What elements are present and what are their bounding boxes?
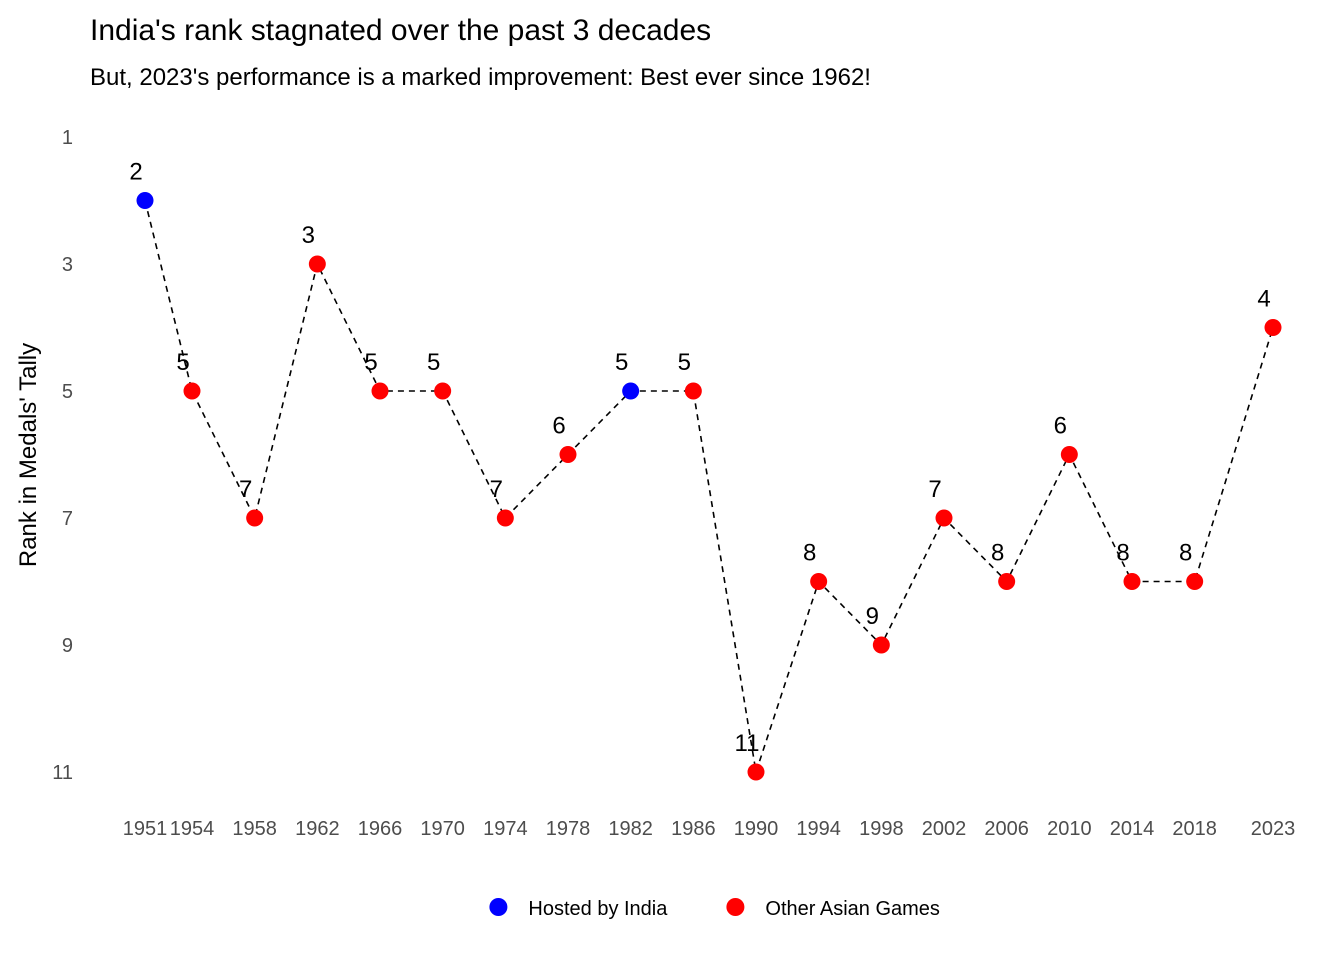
x-tick-label: 1982 xyxy=(608,818,653,840)
x-tick-label: 1954 xyxy=(170,818,215,840)
data-point xyxy=(872,636,890,654)
data-label: 6 xyxy=(1054,413,1067,440)
data-points xyxy=(136,192,1282,781)
data-label: 3 xyxy=(302,222,315,249)
data-point xyxy=(371,382,389,400)
chart-subtitle: But, 2023's performance is a marked impr… xyxy=(90,64,871,91)
x-tick-label: 1994 xyxy=(796,818,841,840)
x-tick-label: 2006 xyxy=(984,818,1029,840)
data-point xyxy=(246,509,264,527)
data-label: 7 xyxy=(239,476,252,503)
data-point xyxy=(810,573,828,590)
y-axis-label: Rank in Medals' Tally xyxy=(15,343,42,567)
legend: Hosted by India Other Asian Games xyxy=(489,898,940,920)
data-label: 5 xyxy=(678,349,691,376)
data-label: 5 xyxy=(176,349,189,376)
x-tick-label: 2014 xyxy=(1110,818,1155,840)
x-tick-label: 1990 xyxy=(734,818,779,840)
legend-label: Hosted by India xyxy=(528,898,668,920)
data-point xyxy=(935,509,953,527)
x-tick-label: 2018 xyxy=(1172,818,1217,840)
y-tick-label: 3 xyxy=(62,254,73,276)
chart-title: India's rank stagnated over the past 3 d… xyxy=(90,14,711,47)
data-label: 8 xyxy=(1116,540,1129,567)
data-label: 8 xyxy=(1179,540,1192,567)
data-label: 2 xyxy=(129,159,142,186)
x-tick-label: 1978 xyxy=(546,818,591,840)
x-tick-label: 2002 xyxy=(922,818,967,840)
data-point xyxy=(1264,319,1282,336)
data-point xyxy=(496,509,514,527)
x-tick-label: 1966 xyxy=(358,818,403,840)
y-tick-label: 11 xyxy=(52,762,73,784)
rank-line xyxy=(144,200,1274,773)
data-label: 7 xyxy=(928,476,941,503)
x-tick-label: 1958 xyxy=(232,818,277,840)
legend-swatch xyxy=(726,898,745,916)
data-label: 8 xyxy=(991,540,1004,567)
x-axis-ticks: 1951 1954 1958 1962 1966 1970 1974 1978 1982 1986… xyxy=(123,818,1296,840)
data-point xyxy=(136,192,154,209)
data-label: 11 xyxy=(735,730,760,757)
data-label: 9 xyxy=(866,603,879,630)
data-point xyxy=(183,382,201,400)
data-point xyxy=(308,255,326,273)
series-line xyxy=(144,200,1274,773)
x-tick-label: 2023 xyxy=(1251,818,1296,840)
data-point xyxy=(998,573,1016,590)
data-point xyxy=(1186,573,1204,590)
legend-swatch xyxy=(489,898,508,916)
data-label: 5 xyxy=(427,349,440,376)
y-tick-label: 9 xyxy=(62,635,73,657)
data-label: 6 xyxy=(552,413,565,440)
data-label: 4 xyxy=(1257,286,1270,313)
x-tick-label: 1998 xyxy=(859,818,904,840)
data-point xyxy=(622,382,640,400)
x-tick-label: 1951 xyxy=(123,818,168,840)
data-label: 7 xyxy=(490,476,503,503)
data-point xyxy=(1123,573,1141,590)
data-point xyxy=(559,446,577,463)
y-tick-label: 7 xyxy=(62,508,73,530)
y-axis-ticks: 1 3 5 7 9 11 xyxy=(52,127,73,784)
x-tick-label: 1962 xyxy=(295,818,340,840)
x-tick-label: 2010 xyxy=(1047,818,1092,840)
x-tick-label: 1986 xyxy=(671,818,716,840)
data-label: 8 xyxy=(803,540,816,567)
data-point xyxy=(434,382,452,400)
y-tick-label: 1 xyxy=(62,127,73,149)
legend-label: Other Asian Games xyxy=(765,898,940,920)
data-point xyxy=(747,763,765,781)
data-label: 5 xyxy=(615,349,628,376)
x-tick-label: 1970 xyxy=(420,818,465,840)
x-tick-label: 1974 xyxy=(483,818,528,840)
y-tick-label: 5 xyxy=(62,381,73,403)
data-point xyxy=(1060,446,1078,463)
data-label: 5 xyxy=(364,349,377,376)
data-point xyxy=(684,382,702,400)
data-labels: 2 5 7 3 5 5 7 6 5 5 11 8 9 7 8 6 8 8 4 xyxy=(129,159,1270,758)
